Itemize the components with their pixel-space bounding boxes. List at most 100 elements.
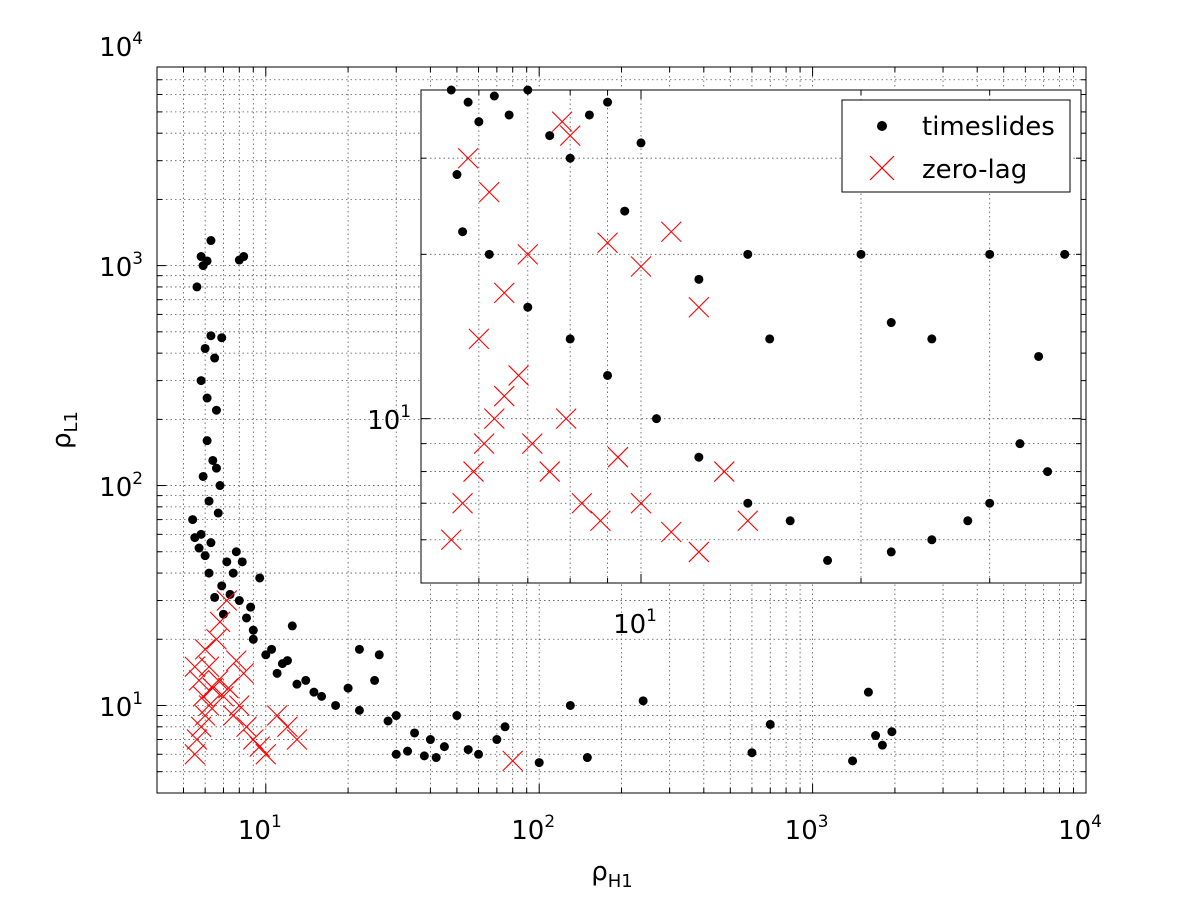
inset-axes-frame <box>420 89 1082 584</box>
inset-point-zero-lag <box>478 181 500 203</box>
inset-point-zero-lag <box>473 433 495 455</box>
inset-x-tick-label-exp: 1 <box>646 605 657 625</box>
main-point-zero-lag <box>277 716 298 738</box>
inset-point-zero-lag <box>463 461 484 482</box>
inset-point-zero-lag <box>713 461 735 482</box>
main-y-tick-label-base: 10 <box>99 253 132 283</box>
main-x-tick-label-base: 10 <box>1058 816 1091 846</box>
inset-point-timeslides <box>565 153 575 163</box>
main-point-timeslides <box>228 568 238 578</box>
inset-point-timeslides <box>1043 467 1053 477</box>
main-point-timeslides <box>383 716 393 726</box>
main-point-timeslides <box>255 573 265 583</box>
inset-point-timeslides <box>463 97 473 107</box>
main-point-timeslides <box>343 683 353 693</box>
main-point-timeslides <box>292 679 302 689</box>
inset-point-timeslides <box>1015 439 1025 449</box>
main-point-timeslides <box>287 621 297 631</box>
inset-y-tick-label-exp: 1 <box>400 401 411 421</box>
main-point-zero-lag <box>222 705 244 726</box>
main-x-tick-label: 103 <box>785 811 829 846</box>
inset-point-zero-lag <box>597 232 618 254</box>
main-point-timeslides <box>500 722 510 732</box>
main-point-timeslides <box>239 252 249 262</box>
main-point-timeslides <box>190 533 200 543</box>
legend-item-zero-lag: zero-lag <box>922 155 1027 185</box>
main-point-timeslides <box>638 696 648 706</box>
main-point-timeslides <box>534 758 544 768</box>
inset-point-timeslides <box>1060 249 1070 259</box>
main-point-timeslides <box>234 596 244 606</box>
main-point-zero-lag <box>233 662 255 684</box>
inset-point-zero-lag <box>737 510 759 532</box>
main-point-timeslides <box>242 613 252 623</box>
main-point-zero-lag <box>184 656 206 678</box>
main-y-tick-label-exp: 4 <box>132 28 143 48</box>
inset-x-tick-label-base: 10 <box>613 610 646 640</box>
main-point-zero-lag <box>206 628 227 650</box>
main-point-zero-lag <box>192 685 214 707</box>
main-point-timeslides <box>871 731 881 741</box>
main-point-timeslides <box>194 543 204 553</box>
inset-point-timeslides <box>785 516 795 526</box>
main-point-timeslides <box>410 728 420 738</box>
main-point-timeslides <box>202 436 212 446</box>
main-point-timeslides <box>213 508 223 518</box>
main-point-timeslides <box>211 463 221 473</box>
main-point-timeslides <box>261 650 271 660</box>
main-point-timeslides <box>474 749 484 759</box>
main-point-timeslides <box>439 742 449 752</box>
inset-point-timeslides <box>504 110 514 120</box>
main-point-zero-lag <box>198 656 220 678</box>
main-x-tick-label-exp: 2 <box>544 811 555 831</box>
main-point-timeslides <box>206 236 216 246</box>
inset-point-timeslides <box>694 452 704 462</box>
main-point-zero-lag <box>228 695 250 716</box>
legend-box <box>841 99 1071 193</box>
main-point-timeslides <box>887 727 897 737</box>
inset-point-timeslides <box>545 131 555 141</box>
inset-point-timeslides <box>963 516 973 526</box>
inset-point-zero-lag <box>493 385 515 407</box>
legend-x-marker <box>869 155 895 181</box>
inset-point-zero-lag <box>660 221 682 243</box>
main-point-timeslides <box>463 745 473 755</box>
main-point-zero-lag <box>236 716 257 738</box>
inset-point-zero-lag <box>457 147 479 169</box>
main-point-timeslides <box>877 740 887 750</box>
main-point-zero-lag <box>194 638 216 660</box>
main-point-timeslides <box>237 557 247 567</box>
inset-point-zero-lag <box>493 282 515 304</box>
inset-point-zero-lag <box>688 296 710 318</box>
main-point-timeslides <box>206 538 216 548</box>
main-point-timeslides <box>196 376 206 386</box>
main-point-timeslides <box>277 659 287 669</box>
inset-point-timeslides <box>886 547 896 557</box>
main-x-tick-label-exp: 4 <box>1091 811 1102 831</box>
inset-point-timeslides <box>651 414 661 424</box>
main-point-timeslides <box>217 333 227 343</box>
main-point-timeslides <box>231 547 241 557</box>
inset-point-timeslides <box>856 249 866 259</box>
main-point-timeslides <box>188 515 198 525</box>
main-y-tick-label: 103 <box>99 248 143 283</box>
inset-point-timeslides <box>927 535 937 545</box>
main-point-timeslides <box>403 746 413 756</box>
inset-point-zero-lag <box>517 243 539 265</box>
main-point-zero-lag <box>286 729 308 750</box>
inset-point-timeslides <box>886 318 896 328</box>
y-axis-label-sub: L1 <box>61 411 82 432</box>
main-point-timeslides <box>863 687 873 697</box>
inset-point-zero-lag <box>468 328 490 350</box>
inset-point-zero-lag <box>630 256 652 277</box>
main-point-timeslides <box>200 343 210 353</box>
main-point-zero-lag <box>216 590 238 611</box>
main-point-timeslides <box>354 705 364 715</box>
main-y-tick-label-exp: 1 <box>132 688 143 708</box>
main-point-zero-lag <box>207 670 229 691</box>
inset-point-timeslides <box>474 117 484 127</box>
main-x-tick-label-exp: 3 <box>818 811 829 831</box>
main-point-timeslides <box>565 700 575 710</box>
